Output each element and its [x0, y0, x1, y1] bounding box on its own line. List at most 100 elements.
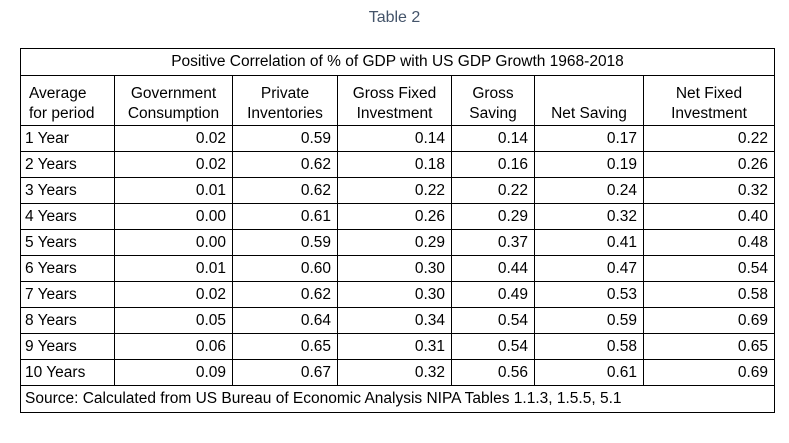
column-header-government-consumption: Government Consumption [114, 75, 233, 126]
table-cell: 0.61 [534, 359, 644, 386]
table-cell: 0.00 [114, 203, 233, 230]
table-cell: 0.30 [337, 255, 452, 282]
table-cell: 0.59 [232, 229, 338, 256]
table-row: 1 Year 0.02 0.59 0.14 0.14 0.17 0.22 [20, 125, 776, 152]
row-label: 8 Years [20, 307, 115, 334]
table-cell: 0.29 [451, 203, 535, 230]
header-line: Investment [671, 105, 747, 122]
column-header-net-fixed-investment: Net Fixed Investment [642, 75, 776, 126]
table-cell: 0.65 [642, 333, 776, 360]
table-cell: 0.53 [534, 281, 644, 308]
table-cell: 0.54 [642, 255, 776, 282]
source-note: Source: Calculated from US Bureau of Eco… [19, 385, 776, 413]
table-cell: 0.65 [232, 333, 338, 360]
table-cell: 0.06 [114, 333, 233, 360]
table-cell: 0.60 [232, 255, 338, 282]
table-cell: 0.02 [114, 151, 233, 178]
table-cell: 0.09 [114, 359, 233, 386]
header-line: Net Fixed [675, 85, 743, 102]
table-cell: 0.26 [642, 151, 776, 178]
row-label: 10 Years [20, 359, 115, 386]
table-cell: 0.64 [232, 307, 338, 334]
header-line: Consumption [127, 105, 220, 122]
table-cell: 0.69 [642, 359, 776, 386]
table-row: 8 Years 0.05 0.64 0.34 0.54 0.59 0.69 [20, 307, 776, 334]
header-line: Saving [469, 105, 517, 122]
table-cell: 0.58 [642, 281, 776, 308]
table-cell: 0.47 [534, 255, 644, 282]
table-row: 3 Years 0.01 0.62 0.22 0.22 0.24 0.32 [20, 177, 776, 204]
table-cell: 0.22 [337, 177, 452, 204]
table-title: Positive Correlation of % of GDP with US… [19, 48, 776, 76]
row-label: 4 Years [20, 203, 115, 230]
table-cell: 0.37 [451, 229, 535, 256]
header-line: Private [260, 85, 310, 102]
table-row: 5 Years 0.00 0.59 0.29 0.37 0.41 0.48 [20, 229, 776, 256]
table-row: 4 Years 0.00 0.61 0.26 0.29 0.32 0.40 [20, 203, 776, 230]
table-cell: 0.14 [337, 125, 452, 152]
table-cell: 0.62 [232, 281, 338, 308]
row-label: 1 Year [20, 125, 115, 152]
row-label: 2 Years [20, 151, 115, 178]
table-cell: 0.00 [114, 229, 233, 256]
table-cell: 0.19 [534, 151, 644, 178]
column-header-period: Average for period [20, 75, 115, 126]
column-header-net-saving: Net Saving [534, 75, 644, 126]
header-row: Average for period Government Consumptio… [20, 75, 776, 126]
table-row: 10 Years 0.09 0.67 0.32 0.56 0.61 0.69 [20, 359, 776, 386]
table-cell: 0.58 [534, 333, 644, 360]
table-cell: 0.02 [114, 281, 233, 308]
table-cell: 0.62 [232, 177, 338, 204]
table-cell: 0.40 [642, 203, 776, 230]
row-label: 7 Years [20, 281, 115, 308]
header-line: Investment [356, 105, 433, 122]
table-cell: 0.59 [534, 307, 644, 334]
table-cell: 0.56 [451, 359, 535, 386]
table-cell: 0.59 [232, 125, 338, 152]
table-cell: 0.67 [232, 359, 338, 386]
table-cell: 0.34 [337, 307, 452, 334]
table-cell: 0.18 [337, 151, 452, 178]
table-cell: 0.01 [114, 255, 233, 282]
table-cell: 0.30 [337, 281, 452, 308]
row-label: 9 Years [20, 333, 115, 360]
table-cell: 0.32 [337, 359, 452, 386]
table-cell: 0.16 [451, 151, 535, 178]
table-cell: 0.62 [232, 151, 338, 178]
table-cell: 0.41 [534, 229, 644, 256]
header-line: Net Saving [551, 105, 627, 122]
table-cell: 0.24 [534, 177, 644, 204]
correlation-table: Positive Correlation of % of GDP with US… [19, 48, 776, 413]
table-row: 7 Years 0.02 0.62 0.30 0.49 0.53 0.58 [20, 281, 776, 308]
header-line: Government [130, 85, 217, 102]
table-cell: 0.26 [337, 203, 452, 230]
table-cell: 0.05 [114, 307, 233, 334]
column-header-private-inventories: Private Inventories [232, 75, 338, 126]
row-label: 6 Years [20, 255, 115, 282]
table-cell: 0.29 [337, 229, 452, 256]
table-cell: 0.48 [642, 229, 776, 256]
table-cell: 0.01 [114, 177, 233, 204]
header-line: Average [29, 85, 87, 102]
table-caption: Table 2 [368, 9, 421, 26]
header-line: Gross Fixed [352, 85, 437, 102]
table-cell: 0.32 [534, 203, 644, 230]
table-cell: 0.02 [114, 125, 233, 152]
row-label: 3 Years [20, 177, 115, 204]
header-line: for period [29, 105, 95, 122]
table-cell: 0.69 [642, 307, 776, 334]
table-cell: 0.32 [642, 177, 776, 204]
table-cell: 0.22 [451, 177, 535, 204]
header-line: Gross [472, 85, 514, 102]
table-cell: 0.61 [232, 203, 338, 230]
table-row: 9 Years 0.06 0.65 0.31 0.54 0.58 0.65 [20, 333, 776, 360]
table-cell: 0.14 [451, 125, 535, 152]
table-cell: 0.22 [642, 125, 776, 152]
table-row: 6 Years 0.01 0.60 0.30 0.44 0.47 0.54 [20, 255, 776, 282]
header-line: Inventories [247, 105, 323, 122]
table-cell: 0.54 [451, 307, 535, 334]
column-header-gross-fixed-investment: Gross Fixed Investment [337, 75, 452, 126]
table-cell: 0.17 [534, 125, 644, 152]
table-cell: 0.44 [451, 255, 535, 282]
table-row: 2 Years 0.02 0.62 0.18 0.16 0.19 0.26 [20, 151, 776, 178]
